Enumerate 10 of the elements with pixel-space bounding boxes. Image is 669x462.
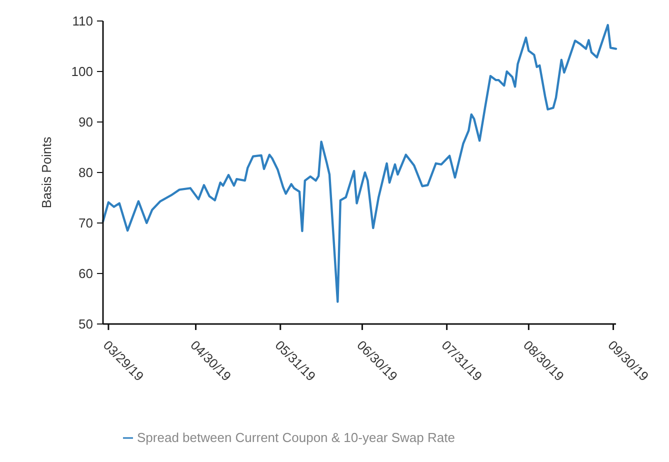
line-series [102, 24, 618, 303]
y-tick-label: 80 [78, 165, 93, 180]
y-axis-title: Basis Points [39, 136, 54, 208]
legend-label: Spread between Current Coupon & 10-year Swap Rate [137, 430, 455, 445]
y-tick-label: 50 [78, 316, 93, 332]
y-tick-label: 70 [78, 216, 93, 231]
y-tick-label: 60 [78, 266, 93, 282]
y-tick-label: 100 [71, 64, 93, 80]
y-tick-label: 110 [72, 14, 93, 29]
y-tick-label: 90 [78, 114, 93, 130]
